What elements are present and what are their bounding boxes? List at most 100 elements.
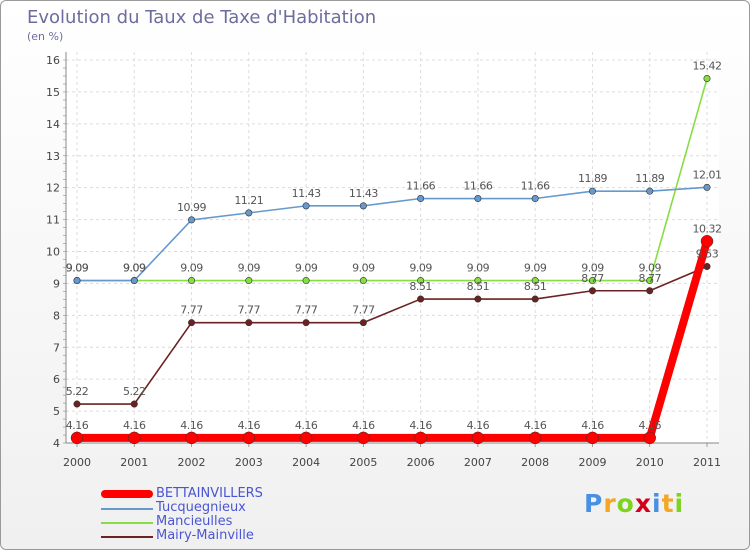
data-point: [528, 431, 542, 445]
legend-label: BETTAINVILLERS: [156, 486, 263, 501]
x-tick-label: 2004: [292, 456, 320, 469]
data-label: 8.51: [524, 280, 547, 293]
data-point: [703, 183, 711, 191]
series-line: [76, 265, 708, 405]
data-label: 11.66: [521, 180, 550, 193]
data-label: 4.16: [238, 419, 261, 432]
data-point: [70, 431, 84, 445]
y-tick-label: 14: [46, 118, 60, 131]
legend-swatch: [101, 490, 153, 498]
data-point: [586, 431, 599, 445]
data-label: 9.09: [524, 262, 547, 275]
logo-letter: r: [603, 489, 617, 518]
x-tick-label: 2000: [63, 456, 91, 469]
data-point: [703, 263, 711, 271]
data-label: 4.16: [409, 419, 432, 432]
data-label: 10.99: [177, 201, 206, 214]
data-label: 5.22: [66, 385, 89, 398]
legend-swatch: [101, 522, 153, 524]
data-point: [245, 319, 253, 327]
series-line: [73, 237, 711, 442]
data-label: 9.09: [352, 262, 375, 275]
data-point: [646, 277, 654, 285]
data-label: 7.77: [295, 304, 318, 317]
legend-label: Mairy-Mainville: [156, 528, 254, 543]
data-point: [302, 202, 310, 210]
y-tick-label: 7: [53, 341, 60, 354]
x-tick-label: 2008: [521, 456, 549, 469]
data-point: [359, 319, 367, 327]
data-label: 9.09: [123, 262, 146, 275]
data-label: 9.09: [295, 262, 318, 275]
y-tick-label: 9: [53, 277, 60, 290]
proxiti-logo: Proxiti: [584, 489, 684, 518]
data-point: [73, 277, 81, 285]
data-point: [128, 431, 141, 445]
unit-label: (en %): [27, 30, 64, 43]
data-label: 4.16: [638, 419, 661, 432]
data-point: [471, 431, 485, 445]
legend-swatch: [101, 508, 153, 510]
chart-title: Evolution du Taux de Taxe d'Habitation: [27, 7, 377, 28]
data-label: 4.16: [180, 419, 203, 432]
x-tick-label: 2002: [178, 456, 206, 469]
data-point: [588, 277, 596, 285]
data-label: 10.32: [693, 222, 722, 235]
data-point: [130, 400, 138, 408]
data-point: [359, 202, 367, 210]
data-point: [643, 431, 656, 445]
data-point: [242, 431, 256, 445]
data-point: [359, 277, 367, 285]
y-tick-label: 4: [53, 437, 60, 450]
data-point: [588, 187, 596, 195]
data-label: 11.66: [463, 180, 492, 193]
data-point: [188, 319, 196, 327]
data-point: [417, 277, 425, 285]
data-label: 9.09: [409, 262, 432, 275]
x-tick-label: 2009: [578, 456, 606, 469]
y-tick-label: 10: [46, 246, 60, 259]
data-point: [302, 319, 310, 327]
data-point: [646, 287, 654, 295]
logo-letter: o: [616, 489, 635, 518]
y-tick-label: 12: [46, 182, 60, 195]
data-point: [417, 195, 425, 203]
data-point: [474, 195, 482, 203]
y-tick-label: 11: [46, 214, 60, 227]
data-point: [188, 216, 196, 224]
series-line: [76, 186, 708, 282]
data-label: 4.16: [66, 419, 89, 432]
data-point: [73, 400, 81, 408]
data-label: 8.51: [409, 280, 432, 293]
x-tick-label: 2003: [235, 456, 263, 469]
series-line: [76, 77, 708, 282]
grid: [66, 52, 719, 444]
data-label: 9.09: [123, 262, 146, 275]
logo-letter: P: [584, 489, 604, 518]
logo-letter: i: [674, 489, 685, 518]
data-point: [474, 277, 482, 285]
y-tick-label: 8: [53, 309, 60, 322]
data-label: 11.43: [292, 187, 321, 200]
data-label: 12.01: [693, 168, 722, 181]
data-label: 5.22: [123, 385, 146, 398]
data-label: 11.43: [349, 187, 378, 200]
plot-background: [66, 52, 719, 443]
data-point: [474, 295, 482, 303]
y-tick-label: 13: [46, 150, 60, 163]
axes: 4 5 6 7 8 9 10 11 12 13 14 15 16 2000 2001 2002 2003 2004…: [46, 52, 721, 469]
legend-label: Mancieulles: [156, 514, 233, 529]
data-label: 8.77: [638, 272, 661, 285]
data-point: [531, 195, 539, 203]
data-point: [531, 277, 539, 285]
data-label: 4.16: [467, 419, 490, 432]
data-point: [357, 431, 370, 445]
data-label: 15.42: [693, 60, 722, 73]
data-label: 8.77: [581, 272, 604, 285]
data-label: 11.21: [234, 194, 263, 207]
data-label: 4.16: [123, 419, 146, 432]
data-point: [417, 295, 425, 303]
data-point: [703, 75, 711, 83]
y-tick-label: 5: [53, 405, 60, 418]
